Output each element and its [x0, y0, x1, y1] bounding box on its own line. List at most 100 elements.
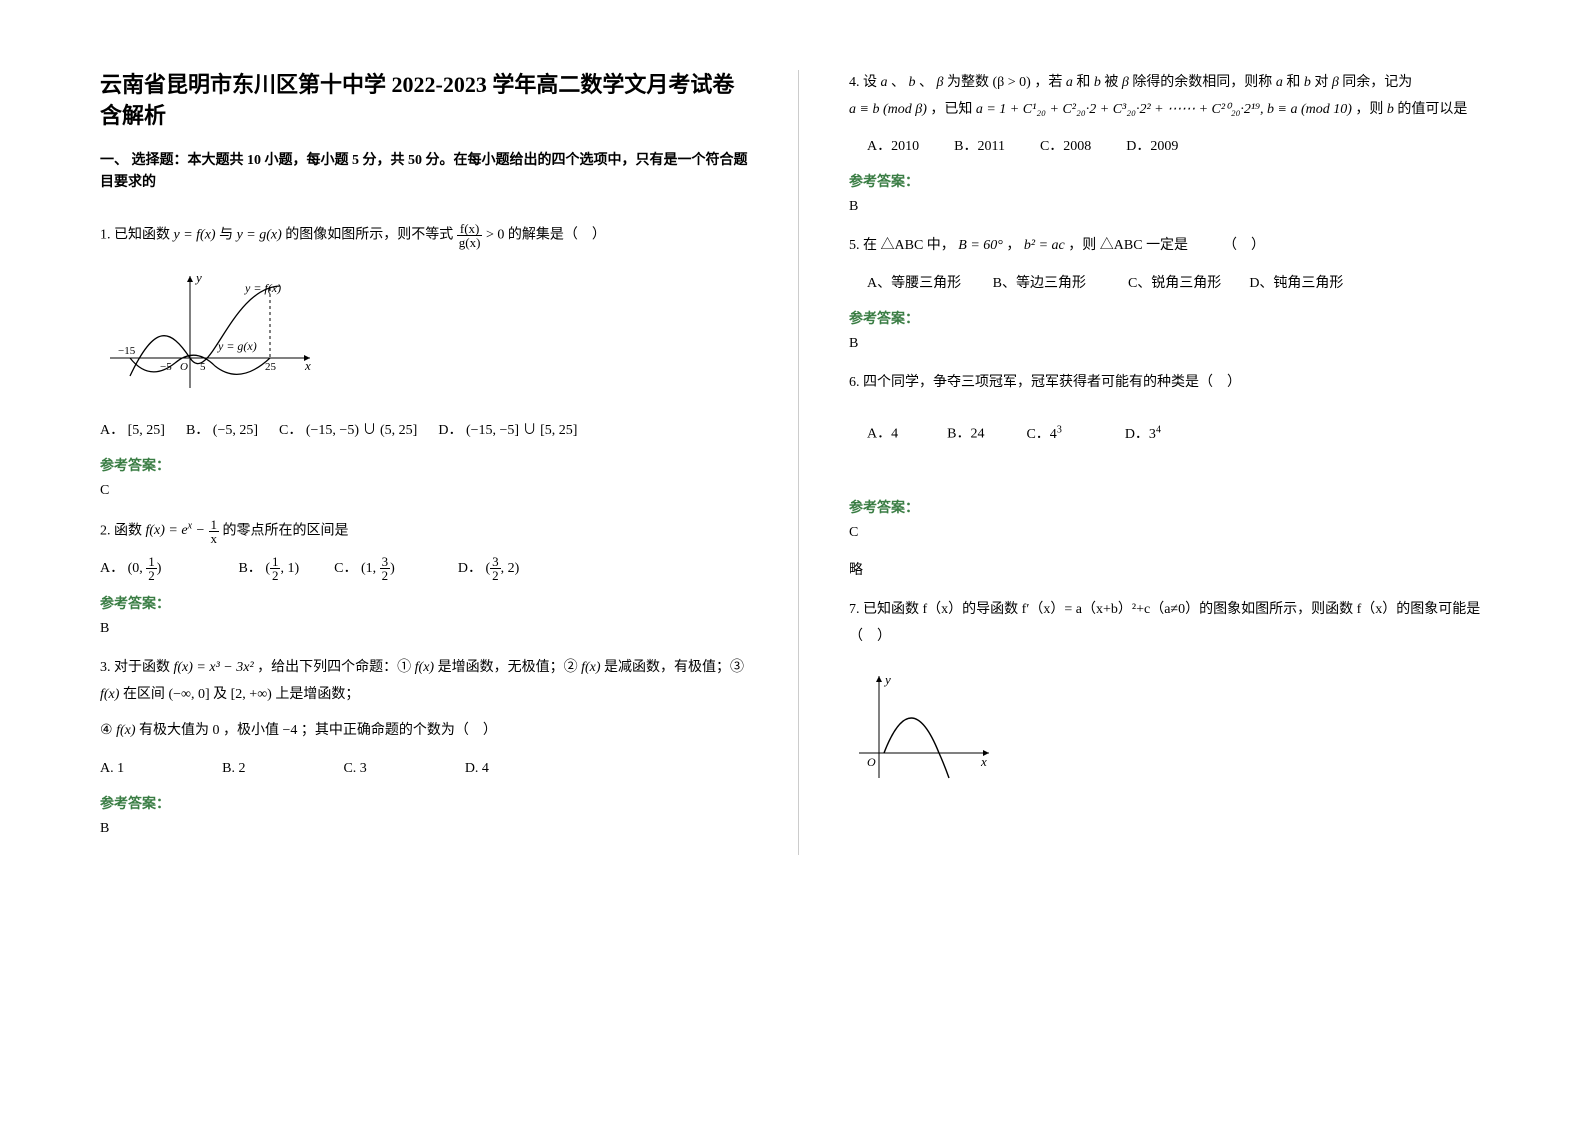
- q4-l2end: 的值可以是: [1397, 102, 1467, 117]
- q1-graph-y-label: y: [194, 270, 202, 285]
- q1-optC-label: C．: [279, 423, 302, 438]
- q2-answer: B: [100, 621, 748, 637]
- q4-optB: B．2011: [954, 139, 1005, 154]
- q3-mid2: 是增函数，无极值；②: [438, 660, 582, 675]
- q2-fx1: f(x) = e: [146, 523, 188, 538]
- q2-prefix: 2. 函数: [100, 523, 146, 538]
- q4-l2suf: ，则: [1355, 102, 1387, 117]
- q2-suffix: 的零点所在的区间是: [223, 523, 349, 538]
- q3-l3-mid: 有极大值为: [139, 723, 213, 738]
- q5-optD: D、钝角三角形: [1249, 276, 1343, 291]
- q5-b2ac: b² = ac: [1024, 238, 1065, 253]
- q4-line2a: a ≡ b (mod β): [849, 102, 927, 117]
- q4-beta2: β: [1122, 75, 1129, 90]
- q6-optA: A．4: [867, 427, 898, 442]
- question-5: 5. 在 △ABC 中， B = 60° ， b² = ac ，则 △ABC 一…: [849, 233, 1497, 260]
- question-4: 4. 设 a 、 b 、 β 为整数 (β > 0) ，若 a 和 b 被 β …: [849, 70, 1497, 123]
- q4-prefix: 4. 设: [849, 75, 881, 90]
- q3-mid3: 是减函数，有极值；③: [604, 660, 744, 675]
- q4-sep1: 、: [891, 75, 905, 90]
- q2-optC-r: ): [390, 561, 395, 576]
- q2-optD-r: , 2): [501, 561, 520, 576]
- q3-fxi2: f(x): [581, 660, 600, 675]
- q5-tri: △ABC: [881, 238, 924, 253]
- q5-answer: B: [849, 336, 1497, 352]
- q5-B60: B = 60°: [958, 238, 1003, 253]
- q6-optB: B．24: [947, 427, 984, 442]
- q1-graph: y x y = f(x) y = g(x) −15 −5 O 5 25: [100, 268, 320, 398]
- q4-mid3b: 和: [1286, 75, 1304, 90]
- q6-answer-label: 参考答案：: [849, 497, 1497, 517]
- column-divider: [798, 70, 799, 855]
- q1-optA: [5, 25]: [128, 423, 165, 438]
- q3-optB: B. 2: [222, 761, 245, 776]
- q4-b2: b: [1094, 75, 1101, 90]
- q4-answer: B: [849, 199, 1497, 215]
- q5-prefix: 5. 在: [849, 238, 881, 253]
- q4-sep2: 、: [919, 75, 933, 90]
- q1-prefix: 1. 已知函数: [100, 228, 174, 243]
- q5-mid2: ，: [1006, 238, 1020, 253]
- q2-options: A． (0, 12) B． (12, 1) C． (1, 32) D． (32,…: [100, 555, 748, 583]
- q4-answer-label: 参考答案：: [849, 171, 1497, 191]
- q3-l3-mid2: ，极小值: [223, 723, 283, 738]
- q1-optD-label: D．: [438, 423, 462, 438]
- q4-beta1: β: [937, 75, 944, 90]
- q3-zero: 0: [213, 723, 220, 738]
- q5-tri2: △ABC: [1100, 238, 1143, 253]
- q6-options: A．4 B．24 C．43 D．34: [867, 420, 1497, 449]
- q7-graph: y x O: [849, 668, 999, 788]
- q1-graph-fx: y = f(x): [244, 281, 281, 295]
- q2-frac: 1 x: [209, 518, 220, 545]
- q1-fraction: f(x) g(x): [457, 222, 483, 249]
- q4-a1: a: [881, 75, 888, 90]
- q3-mid5: 及: [213, 687, 231, 702]
- q4-optA: A．2010: [867, 139, 919, 154]
- q3-answer: B: [100, 821, 748, 837]
- q1-mid1: 与: [219, 228, 237, 243]
- q4-expr: a = 1 + C¹₂₀ + C²₂₀·2 + C³₂₀·2² + ⋯⋯ + C…: [976, 102, 1352, 117]
- q1-graph-25: 25: [265, 361, 277, 373]
- q4-b3: b: [1304, 75, 1311, 90]
- q4-mid4: 被: [1104, 75, 1122, 90]
- q1-optC: (−15, −5) ∪ (5, 25]: [306, 423, 417, 438]
- q4-b4: b: [1387, 102, 1394, 117]
- q4-a3: a: [1276, 75, 1283, 90]
- question-2: 2. 函数 f(x) = ex − 1 x 的零点所在的区间是: [100, 517, 748, 545]
- q2-optC-label: C．: [334, 561, 357, 576]
- q5-mid4: 一定是 （ ）: [1146, 238, 1265, 253]
- q1-graph-origin: O: [180, 361, 188, 373]
- q4-options: A．2010 B．2011 C．2008 D．2009: [867, 133, 1497, 161]
- q2-optB-label: B．: [238, 561, 261, 576]
- q3-fx: f(x) = x³ − 3x²: [174, 660, 254, 675]
- q1-suffix: 的解集是（ ）: [508, 228, 606, 243]
- q3-l3-suf: ；其中正确命题的个数为（ ）: [301, 723, 497, 738]
- q1-graph-neg5: −5: [160, 361, 172, 373]
- q2-optB-r: , 1): [280, 561, 299, 576]
- q5-answer-label: 参考答案：: [849, 308, 1497, 328]
- q3-mid1: ，给出下列四个命题：①: [257, 660, 415, 675]
- q3-prefix: 3. 对于函数: [100, 660, 174, 675]
- q4-cond: (β > 0): [992, 75, 1030, 90]
- q3-options: A. 1 B. 2 C. 3 D. 4: [100, 755, 748, 783]
- q3-fxi4: f(x): [116, 723, 135, 738]
- q1-graph-five: 5: [200, 361, 206, 373]
- section-header: 一、 选择题：本大题共 10 小题，每小题 5 分，共 50 分。在每小题给出的…: [100, 150, 748, 195]
- q3-fxi1: f(x): [415, 660, 434, 675]
- question-6: 6. 四个同学，争夺三项冠军，冠军获得者可能有的种类是（ ）: [849, 370, 1497, 397]
- q4-optC: C．2008: [1040, 139, 1091, 154]
- q2-answer-label: 参考答案：: [100, 593, 748, 613]
- q4-b1: b: [909, 75, 916, 90]
- q6-answer: C: [849, 525, 1497, 541]
- q4-l2mid: ，已知: [930, 102, 976, 117]
- q2-mid: −: [192, 523, 208, 538]
- q3-optA: A. 1: [100, 761, 124, 776]
- q6-omit: 略: [849, 559, 1497, 579]
- q1-answer-label: 参考答案：: [100, 455, 748, 475]
- left-column: 云南省昆明市东川区第十中学 2022-2023 学年高二数学文月考试卷含解析 一…: [100, 70, 748, 855]
- q7-graph-x: x: [980, 754, 987, 769]
- q3-l3-pre: ④: [100, 723, 116, 738]
- question-1: 1. 已知函数 y = f(x) 与 y = g(x) 的图像如图所示，则不等式…: [100, 222, 748, 249]
- q2-optA-l: (0,: [128, 561, 147, 576]
- q7-graph-o: O: [867, 755, 876, 769]
